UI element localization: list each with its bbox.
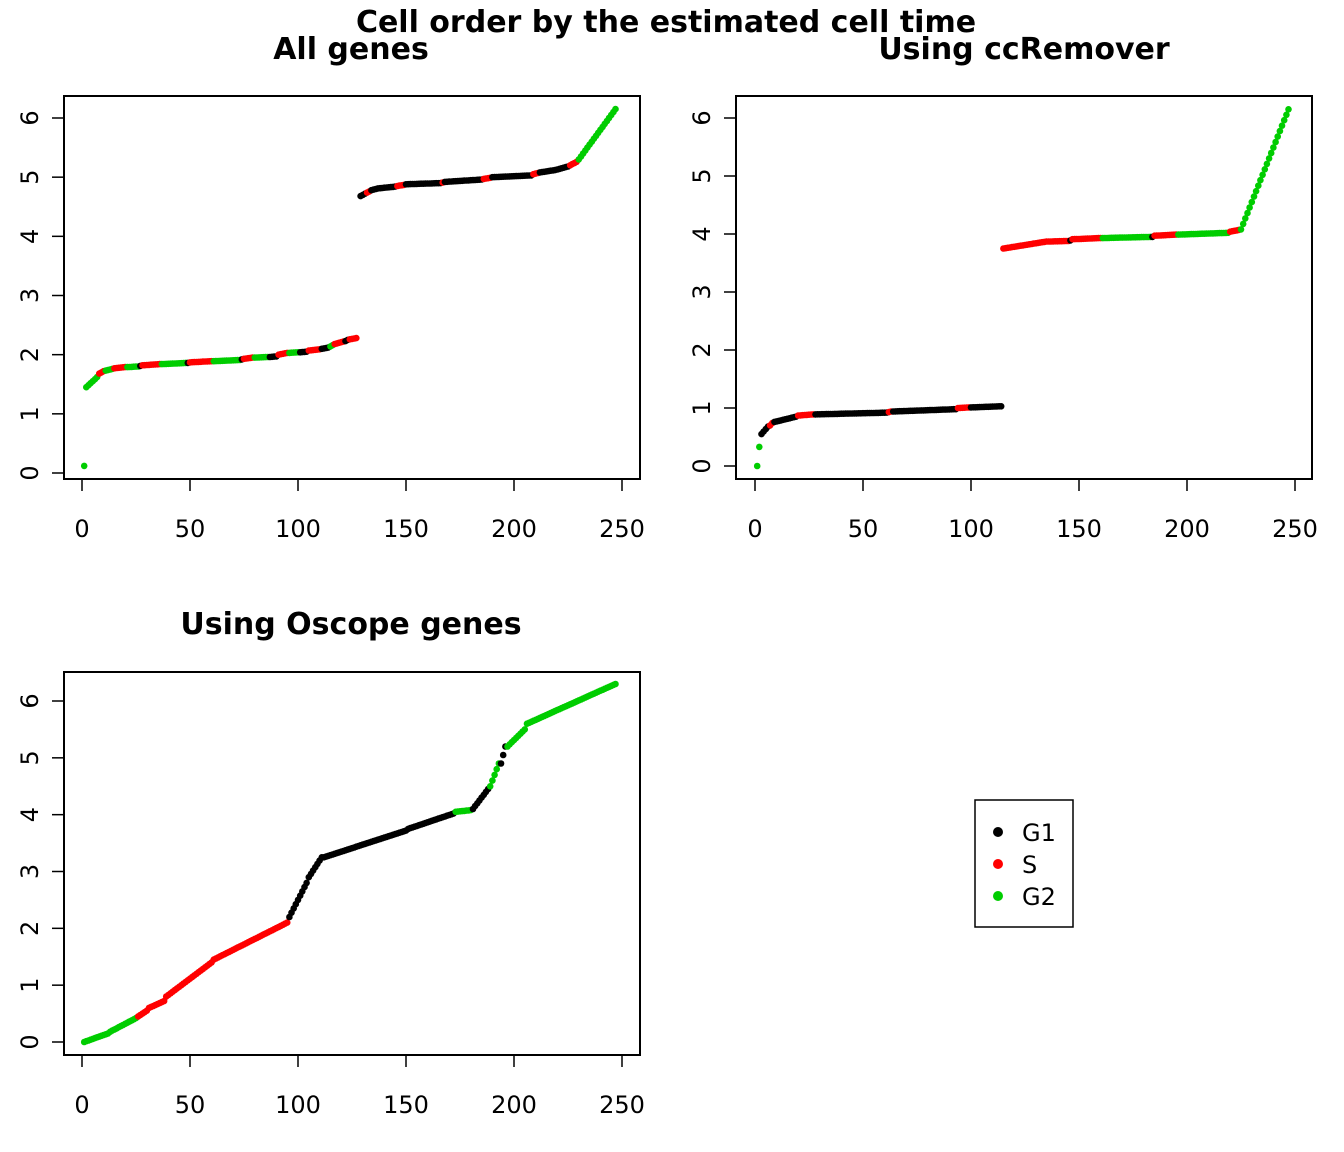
data-point-g1 — [499, 751, 507, 759]
y-tick-label: 2 — [16, 921, 44, 936]
y-tick-label: 5 — [16, 170, 44, 185]
y-tick-label: 0 — [688, 458, 716, 473]
legend-marker-g2 — [993, 891, 1003, 901]
data-point-g2 — [612, 105, 619, 113]
x-tick-label: 0 — [74, 515, 89, 543]
data-point-g2 — [1285, 106, 1292, 113]
y-tick-label: 2 — [688, 342, 716, 357]
data-point-g2 — [1242, 215, 1249, 222]
data-point-g2 — [1239, 220, 1247, 228]
x-tick-label: 200 — [491, 515, 537, 543]
x-tick-label: 0 — [74, 1091, 89, 1119]
y-tick-label: 6 — [16, 693, 44, 708]
x-tick-label: 250 — [599, 515, 645, 543]
data-point-g2 — [1280, 116, 1288, 124]
data-point-g2 — [80, 462, 88, 470]
data-point-g2 — [1272, 138, 1279, 146]
data-point-g1 — [497, 760, 505, 767]
legend-marker-s — [993, 859, 1003, 869]
data-point-g2 — [1244, 209, 1251, 217]
panel-title: Using Oscope genes — [180, 607, 521, 642]
data-point-s — [353, 334, 360, 342]
data-point-g2 — [612, 680, 619, 688]
y-tick-label: 4 — [16, 807, 44, 822]
data-point-g2 — [493, 765, 501, 773]
data-point-g2 — [1261, 166, 1269, 173]
panel-all-genes: All genes 0 50 100 150 200 250 0 1 2 3 4 5 6 — [16, 32, 645, 543]
y-tick-label: 3 — [16, 288, 44, 303]
x-tick-label: 150 — [383, 515, 429, 543]
data-point-g2 — [1248, 198, 1256, 206]
plot-frame — [63, 95, 641, 480]
data-point-g2 — [491, 771, 498, 779]
legend-marker-g1 — [993, 827, 1003, 837]
x-tick-label: 250 — [599, 1091, 645, 1119]
x-tick-label: 200 — [491, 1091, 537, 1119]
plot-frame — [735, 95, 1313, 480]
plot-frame — [63, 671, 641, 1056]
panel-title: All genes — [273, 32, 429, 67]
y-tick-label: 3 — [688, 284, 716, 299]
data-point-g2 — [1276, 127, 1284, 135]
data-point-g2 — [1270, 144, 1277, 151]
x-tick-label: 50 — [175, 1091, 206, 1119]
data-point-g2 — [486, 783, 494, 790]
data-point-g2 — [1263, 160, 1271, 168]
legend-box — [974, 799, 1074, 928]
y-tick-label: 4 — [688, 226, 716, 241]
data-point-g2 — [1257, 176, 1264, 184]
y-tick-label: 4 — [16, 229, 44, 244]
data-point-g2 — [1246, 204, 1253, 211]
y-tick-label: 5 — [688, 168, 716, 183]
legend-label-s: S — [1022, 851, 1037, 879]
legend: G1 S G2 — [974, 799, 1074, 928]
data-point-g2 — [756, 443, 763, 451]
data-point-g2 — [1252, 187, 1260, 195]
data-point-g2 — [1274, 133, 1281, 140]
y-tick-label: 2 — [16, 347, 44, 362]
data-point-s — [283, 919, 291, 926]
legend-label-g2: G2 — [1022, 883, 1056, 911]
data-point-g2 — [1237, 226, 1245, 233]
figure-title: Cell order by the estimated cell time — [356, 5, 976, 40]
data-point-g2 — [1250, 193, 1258, 200]
y-tick-label: 5 — [16, 750, 44, 765]
x-tick-label: 150 — [383, 1091, 429, 1119]
data-point-g2 — [1255, 182, 1262, 189]
data-point-g2 — [753, 462, 761, 470]
data-point-g2 — [1265, 155, 1273, 162]
y-tick-label: 6 — [688, 110, 716, 125]
data-point-g2 — [1267, 149, 1275, 157]
y-tick-label: 6 — [16, 110, 44, 125]
y-tick-label: 1 — [16, 406, 44, 421]
data-point-g1 — [997, 403, 1005, 410]
data-point-g2 — [489, 777, 496, 784]
x-tick-label: 100 — [275, 1091, 321, 1119]
x-tick-label: 50 — [175, 515, 206, 543]
data-point-g2 — [1283, 111, 1290, 119]
x-tick-label: 250 — [1272, 515, 1318, 543]
x-tick-label: 0 — [747, 515, 762, 543]
data-point-g2 — [1278, 122, 1286, 129]
x-tick-label: 150 — [1056, 515, 1102, 543]
x-tick-label: 200 — [1164, 515, 1210, 543]
y-tick-label: 0 — [16, 465, 44, 480]
x-tick-label: 100 — [948, 515, 994, 543]
panel-using-ccremover: Using ccRemover 0 50 100 150 200 250 0 1 2 3 4 5 6 — [688, 32, 1318, 543]
panel-using-oscope-genes: Using Oscope genes 0 50 100 150 200 250 0 1 2 3 4 5… — [16, 607, 645, 1119]
panel-title: Using ccRemover — [878, 32, 1170, 67]
y-tick-label: 3 — [16, 864, 44, 879]
data-point-g1 — [303, 879, 310, 887]
x-tick-label: 50 — [848, 515, 879, 543]
data-point-g2 — [521, 726, 529, 733]
y-tick-label: 1 — [688, 400, 716, 415]
legend-label-g1: G1 — [1022, 819, 1056, 847]
x-tick-label: 100 — [275, 515, 321, 543]
y-tick-label: 0 — [16, 1034, 44, 1049]
y-tick-label: 1 — [16, 978, 44, 993]
data-point-g2 — [1259, 171, 1266, 179]
